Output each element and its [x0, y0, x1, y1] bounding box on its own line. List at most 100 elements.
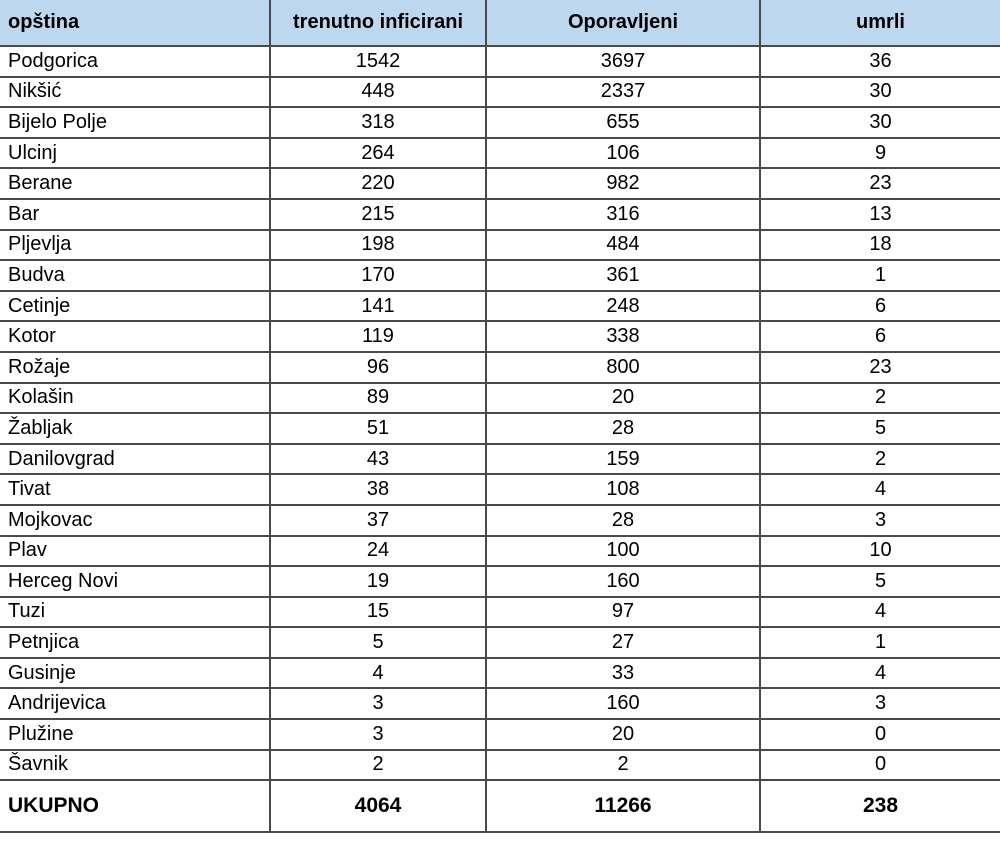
table-body: Podgorica 1542 3697 36 Nikšić 448 2337 30 Bijelo…	[0, 46, 1000, 782]
cell-recovered: 484	[485, 229, 760, 262]
cell-currently-infected: 220	[269, 168, 486, 200]
cell-currently-infected: 215	[269, 198, 486, 231]
cell-municipality: Herceg Novi	[0, 566, 270, 598]
header-municipality: opština	[0, 0, 270, 47]
cell-recovered: 361	[485, 260, 760, 292]
header-deceased: umrli	[759, 0, 1000, 47]
cell-currently-infected: 2	[269, 749, 486, 782]
table-header: opština trenutno inficirani Oporavljeni …	[0, 0, 1000, 47]
cell-currently-infected: 5	[269, 627, 486, 659]
cell-recovered: 982	[485, 168, 760, 200]
cell-recovered: 97	[485, 596, 760, 629]
cell-municipality: Kotor	[0, 321, 270, 353]
cell-municipality: Mojkovac	[0, 504, 270, 537]
table-row: Bar 215 316 13	[0, 198, 1000, 231]
cell-municipality: Šavnik	[0, 749, 270, 782]
cell-municipality: Žabljak	[0, 413, 270, 445]
cell-recovered: 159	[485, 443, 760, 476]
table-row: Plav 24 100 10	[0, 535, 1000, 568]
cell-municipality: Petnjica	[0, 627, 270, 659]
total-row: UKUPNO 4064 11266 238	[0, 780, 1000, 834]
cell-municipality: Andrijevica	[0, 688, 270, 721]
total-deceased: 238	[759, 780, 1000, 834]
cell-deceased: 5	[759, 413, 1000, 445]
cell-municipality: Ulcinj	[0, 137, 270, 170]
cell-recovered: 800	[485, 351, 760, 384]
cell-currently-infected: 264	[269, 137, 486, 170]
cell-recovered: 27	[485, 627, 760, 659]
table-row: Žabljak 51 28 5	[0, 413, 1000, 445]
cell-currently-infected: 19	[269, 566, 486, 598]
table-row: Šavnik 2 2 0	[0, 749, 1000, 782]
cell-deceased: 1	[759, 260, 1000, 292]
table-row: Kolašin 89 20 2	[0, 382, 1000, 415]
table-row: Bijelo Polje 318 655 30	[0, 107, 1000, 139]
cell-deceased: 23	[759, 351, 1000, 384]
cell-currently-infected: 318	[269, 107, 486, 139]
cell-recovered: 160	[485, 688, 760, 721]
cell-recovered: 20	[485, 719, 760, 751]
cell-municipality: Kolašin	[0, 382, 270, 415]
cell-currently-infected: 4	[269, 657, 486, 690]
cell-recovered: 28	[485, 413, 760, 445]
cell-municipality: Tuzi	[0, 596, 270, 629]
cell-deceased: 3	[759, 504, 1000, 537]
cell-recovered: 33	[485, 657, 760, 690]
cell-recovered: 3697	[485, 46, 760, 78]
cell-currently-infected: 3	[269, 719, 486, 751]
table-footer: UKUPNO 4064 11266 238	[0, 780, 1000, 834]
cell-deceased: 6	[759, 321, 1000, 353]
table-row: Herceg Novi 19 160 5	[0, 566, 1000, 598]
cell-deceased: 18	[759, 229, 1000, 262]
cell-recovered: 108	[485, 474, 760, 506]
cell-municipality: Plužine	[0, 719, 270, 751]
cell-currently-infected: 96	[269, 351, 486, 384]
cell-municipality: Bijelo Polje	[0, 107, 270, 139]
cell-municipality: Podgorica	[0, 46, 270, 78]
cell-recovered: 655	[485, 107, 760, 139]
cell-municipality: Pljevlja	[0, 229, 270, 262]
cell-currently-infected: 24	[269, 535, 486, 568]
cell-deceased: 4	[759, 657, 1000, 690]
header-row: opština trenutno inficirani Oporavljeni …	[0, 0, 1000, 47]
table-row: Podgorica 1542 3697 36	[0, 46, 1000, 78]
cell-deceased: 6	[759, 290, 1000, 323]
cell-municipality: Rožaje	[0, 351, 270, 384]
cell-deceased: 2	[759, 382, 1000, 415]
table-row: Cetinje 141 248 6	[0, 290, 1000, 323]
table-row: Danilovgrad 43 159 2	[0, 443, 1000, 476]
cell-deceased: 23	[759, 168, 1000, 200]
cell-deceased: 1	[759, 627, 1000, 659]
cell-municipality: Nikšić	[0, 76, 270, 109]
cell-municipality: Budva	[0, 260, 270, 292]
cell-deceased: 30	[759, 107, 1000, 139]
table-row: Tuzi 15 97 4	[0, 596, 1000, 629]
cell-deceased: 9	[759, 137, 1000, 170]
cell-deceased: 4	[759, 474, 1000, 506]
cell-deceased: 0	[759, 749, 1000, 782]
table-row: Kotor 119 338 6	[0, 321, 1000, 353]
cell-currently-infected: 3	[269, 688, 486, 721]
cell-deceased: 10	[759, 535, 1000, 568]
cell-currently-infected: 89	[269, 382, 486, 415]
cell-recovered: 106	[485, 137, 760, 170]
table-row: Budva 170 361 1	[0, 260, 1000, 292]
cell-deceased: 2	[759, 443, 1000, 476]
cell-currently-infected: 119	[269, 321, 486, 353]
cell-currently-infected: 1542	[269, 46, 486, 78]
cell-municipality: Plav	[0, 535, 270, 568]
cell-municipality: Gusinje	[0, 657, 270, 690]
cell-municipality: Danilovgrad	[0, 443, 270, 476]
cell-recovered: 338	[485, 321, 760, 353]
cell-currently-infected: 38	[269, 474, 486, 506]
cell-deceased: 30	[759, 76, 1000, 109]
cell-currently-infected: 198	[269, 229, 486, 262]
cell-municipality: Cetinje	[0, 290, 270, 323]
cell-currently-infected: 170	[269, 260, 486, 292]
cell-recovered: 248	[485, 290, 760, 323]
cell-municipality: Berane	[0, 168, 270, 200]
cell-currently-infected: 448	[269, 76, 486, 109]
table-row: Rožaje 96 800 23	[0, 351, 1000, 384]
table-row: Ulcinj 264 106 9	[0, 137, 1000, 170]
